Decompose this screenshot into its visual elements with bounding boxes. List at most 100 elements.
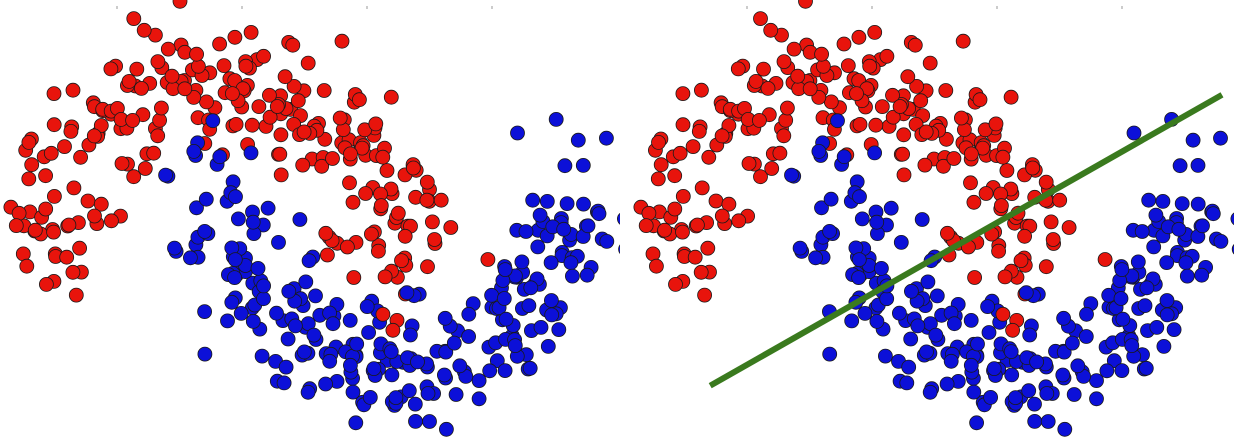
red-point (224, 86, 240, 101)
red-point (420, 259, 435, 275)
red-point (150, 54, 166, 69)
red-point (651, 134, 666, 150)
red-point (87, 208, 102, 224)
red-point (978, 186, 994, 201)
blue-point (507, 338, 523, 354)
red-point (675, 224, 690, 240)
red-point (1043, 214, 1059, 230)
blue-point (1130, 254, 1146, 270)
blue-point (514, 254, 530, 270)
blue-point (230, 211, 246, 227)
red-point (751, 113, 767, 128)
red-point (995, 149, 1011, 165)
blue-point (438, 421, 454, 437)
blue-point (399, 285, 415, 301)
blue-point (301, 253, 317, 269)
blue-point (518, 224, 534, 239)
decision-boundary-line (708, 92, 1224, 389)
blue-point (489, 353, 505, 369)
red-point (708, 193, 724, 209)
red-point (480, 252, 496, 267)
blue-point (1040, 414, 1056, 429)
blue-point (570, 132, 586, 148)
red-point (342, 175, 357, 191)
blue-point (617, 212, 620, 225)
red-point (938, 83, 954, 98)
red-point (778, 112, 794, 128)
blue-point (496, 291, 512, 306)
blue-point (402, 327, 418, 343)
red-point (363, 226, 379, 242)
red-point (370, 243, 386, 259)
red-point (802, 81, 818, 97)
red-point (351, 92, 367, 108)
red-point (72, 240, 87, 256)
red-point (776, 54, 792, 69)
red-point (394, 253, 409, 269)
red-point (354, 140, 370, 156)
red-point (114, 156, 130, 171)
red-point (385, 322, 401, 338)
red-point (375, 306, 391, 322)
red-point (57, 139, 72, 155)
red-point (377, 269, 393, 285)
blue-point (280, 331, 296, 347)
red-point (694, 82, 709, 98)
blue-point (811, 143, 827, 159)
blue-point (407, 396, 423, 412)
blue-point (158, 167, 174, 183)
blue-point (471, 373, 487, 389)
red-point (657, 222, 672, 238)
blue-point (484, 287, 500, 303)
scatter-panel-left (3, 0, 620, 437)
blue-point (579, 267, 595, 283)
red-point (1005, 322, 1021, 338)
red-point (892, 99, 908, 114)
red-point (186, 90, 202, 105)
red-point (216, 58, 232, 73)
blue-point (298, 274, 314, 290)
red-point (80, 193, 96, 209)
blue-point (869, 313, 885, 329)
blue-point (1179, 268, 1195, 284)
red-point (641, 205, 657, 221)
red-point (419, 174, 435, 190)
red-point (334, 33, 350, 49)
red-point (721, 196, 737, 212)
red-point (779, 100, 795, 116)
red-point (373, 198, 389, 214)
red-point (748, 74, 764, 89)
blue-point (1134, 224, 1150, 239)
red-point (358, 186, 374, 201)
blue-point (384, 367, 400, 383)
blue-point (510, 125, 525, 141)
red-point (638, 218, 654, 234)
red-point (244, 117, 260, 133)
red-point (172, 0, 188, 9)
red-point (383, 89, 399, 105)
blue-point (388, 390, 404, 406)
red-point (694, 180, 710, 196)
red-point (319, 247, 335, 263)
blue-point (233, 305, 249, 321)
blue-point (349, 336, 365, 352)
red-point (8, 218, 24, 234)
blue-point (851, 270, 867, 286)
red-point (238, 58, 254, 74)
blue-point (784, 167, 799, 183)
blue-point (408, 413, 423, 429)
blue-point (228, 189, 243, 205)
red-point (314, 158, 330, 174)
red-point (991, 243, 1007, 259)
blue-point (212, 149, 228, 165)
blue-point (1114, 262, 1130, 278)
red-point (760, 81, 776, 96)
blue-point (1195, 218, 1210, 234)
red-point (427, 232, 442, 247)
red-point (316, 83, 332, 98)
red-point (261, 87, 277, 103)
blue-point (243, 145, 259, 161)
blue-point (1138, 360, 1154, 376)
blue-point (256, 291, 271, 307)
red-point (675, 86, 691, 101)
